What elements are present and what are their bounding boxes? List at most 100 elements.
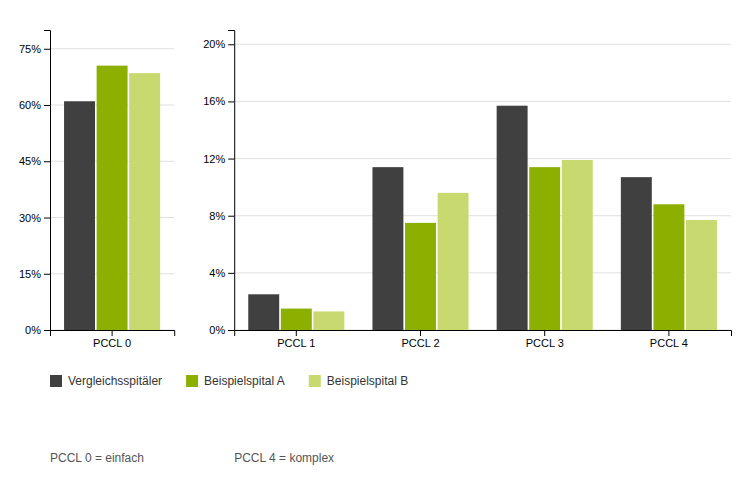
y-tick-mark: [228, 101, 234, 102]
x-tick-mark: [112, 330, 113, 336]
y-tick: 20%: [203, 38, 234, 50]
legend-label: Vergleichsspitäler: [68, 374, 162, 388]
x-tick-label: PCCL 4: [650, 337, 688, 349]
x-tick: PCCL 1: [277, 330, 315, 349]
grid-line: [234, 44, 731, 45]
bar: [686, 220, 717, 330]
y-tick-mark: [228, 330, 234, 331]
y-tick-mark: [228, 273, 234, 274]
x-tick: PCCL 3: [526, 330, 564, 349]
bar: [248, 294, 279, 330]
y-tick-mark: [228, 159, 234, 160]
y-tick-label: 15%: [19, 268, 41, 280]
x-tick-label: PCCL 1: [277, 337, 315, 349]
legend-label: Beispielspital B: [327, 374, 408, 388]
y-axis-line: [44, 31, 51, 331]
bar: [621, 177, 652, 330]
grid-line: [234, 101, 731, 102]
grid-line: [234, 158, 731, 159]
y-tick: 8%: [209, 210, 234, 222]
x-tick-mark: [544, 330, 545, 336]
bar: [64, 101, 95, 330]
bar: [405, 223, 436, 330]
x-axis-line: [235, 331, 732, 337]
bar: [281, 309, 312, 330]
legend-swatch: [50, 375, 62, 387]
x-tick-mark: [668, 330, 669, 336]
bar: [529, 167, 560, 330]
y-tick-label: 0%: [25, 324, 41, 336]
subplot: 0% 15% 30% 45% 60% 75% PCCL 0: [19, 31, 175, 349]
x-tick-label: PCCL 3: [526, 337, 564, 349]
bar-series: [313, 160, 717, 330]
x-axis-line: [51, 331, 175, 337]
y-tick: 16%: [203, 95, 234, 107]
grid: [50, 49, 174, 330]
y-tick-label: 4%: [209, 267, 225, 279]
bar: [372, 167, 403, 330]
y-tick-mark: [44, 49, 50, 50]
legend-swatch: [186, 375, 198, 387]
bar-series: [97, 66, 128, 330]
bar: [313, 311, 344, 330]
grid-line: [50, 48, 174, 49]
bar-series: [281, 167, 685, 330]
bar: [562, 160, 593, 330]
y-tick: 0%: [209, 324, 234, 336]
y-tick: 15%: [19, 268, 50, 280]
y-tick-label: 8%: [209, 210, 225, 222]
x-axis: PCCL 0: [51, 330, 175, 349]
bar-series: [248, 106, 652, 330]
y-axis: 0% 15% 30% 45% 60% 75%: [19, 31, 51, 337]
y-tick-label: 45%: [19, 155, 41, 167]
y-tick-mark: [228, 216, 234, 217]
annotation: PCCL 0 = einfach: [50, 451, 144, 465]
bars: [248, 106, 717, 330]
y-tick-mark: [44, 105, 50, 106]
y-tick-label: 16%: [203, 95, 225, 107]
y-tick-label: 60%: [19, 99, 41, 111]
bar: [97, 66, 128, 330]
bar-series: [129, 73, 160, 330]
x-axis: PCCL 1 PCCL 2 PCCL 3 PCCL 4: [235, 330, 732, 349]
y-axis-line: [228, 31, 235, 331]
y-tick: 45%: [19, 155, 50, 167]
y-tick: 75%: [19, 43, 50, 55]
legend-item: Beispielspital B: [309, 374, 408, 388]
legend: Vergleichsspitäler Beispielspital A Beispi…: [50, 374, 408, 388]
x-tick-label: PCCL 0: [93, 337, 131, 349]
bar: [497, 106, 528, 330]
y-tick-mark: [44, 330, 50, 331]
y-tick-label: 75%: [19, 43, 41, 55]
x-tick-label: PCCL 2: [401, 337, 439, 349]
y-tick: 30%: [19, 212, 50, 224]
x-tick: PCCL 4: [650, 330, 688, 349]
y-tick-mark: [44, 161, 50, 162]
y-tick: 0%: [25, 324, 50, 336]
x-tick-mark: [420, 330, 421, 336]
y-tick-label: 12%: [203, 153, 225, 165]
legend-swatch: [309, 375, 321, 387]
legend-label: Beispielspital A: [204, 374, 285, 388]
y-tick-label: 20%: [203, 38, 225, 50]
subplot: 0% 4% 8% 12% 16% 20% PCCL 1 PCCL 2 PCCL 3 PCCL 4: [203, 31, 731, 349]
bars: [64, 66, 160, 330]
annotation: PCCL 4 = komplex: [234, 451, 334, 465]
x-tick: PCCL 2: [401, 330, 439, 349]
y-tick-mark: [228, 44, 234, 45]
bar: [653, 204, 684, 330]
x-tick-mark: [296, 330, 297, 336]
y-tick: 60%: [19, 99, 50, 111]
bar: [438, 193, 469, 330]
legend-item: Vergleichsspitäler: [50, 374, 162, 388]
y-tick: 4%: [209, 267, 234, 279]
legend-item: Beispielspital A: [186, 374, 285, 388]
y-tick-label: 0%: [209, 324, 225, 336]
chart-root: 0% 15% 30% 45% 60% 75% PCCL 0 PCCL 0 = einfach 0…: [0, 0, 751, 492]
y-tick: 12%: [203, 153, 234, 165]
y-tick-mark: [44, 274, 50, 275]
bar-series: [64, 101, 95, 330]
y-axis: 0% 4% 8% 12% 16% 20%: [203, 31, 235, 337]
grid: [234, 44, 731, 330]
y-tick-label: 30%: [19, 212, 41, 224]
